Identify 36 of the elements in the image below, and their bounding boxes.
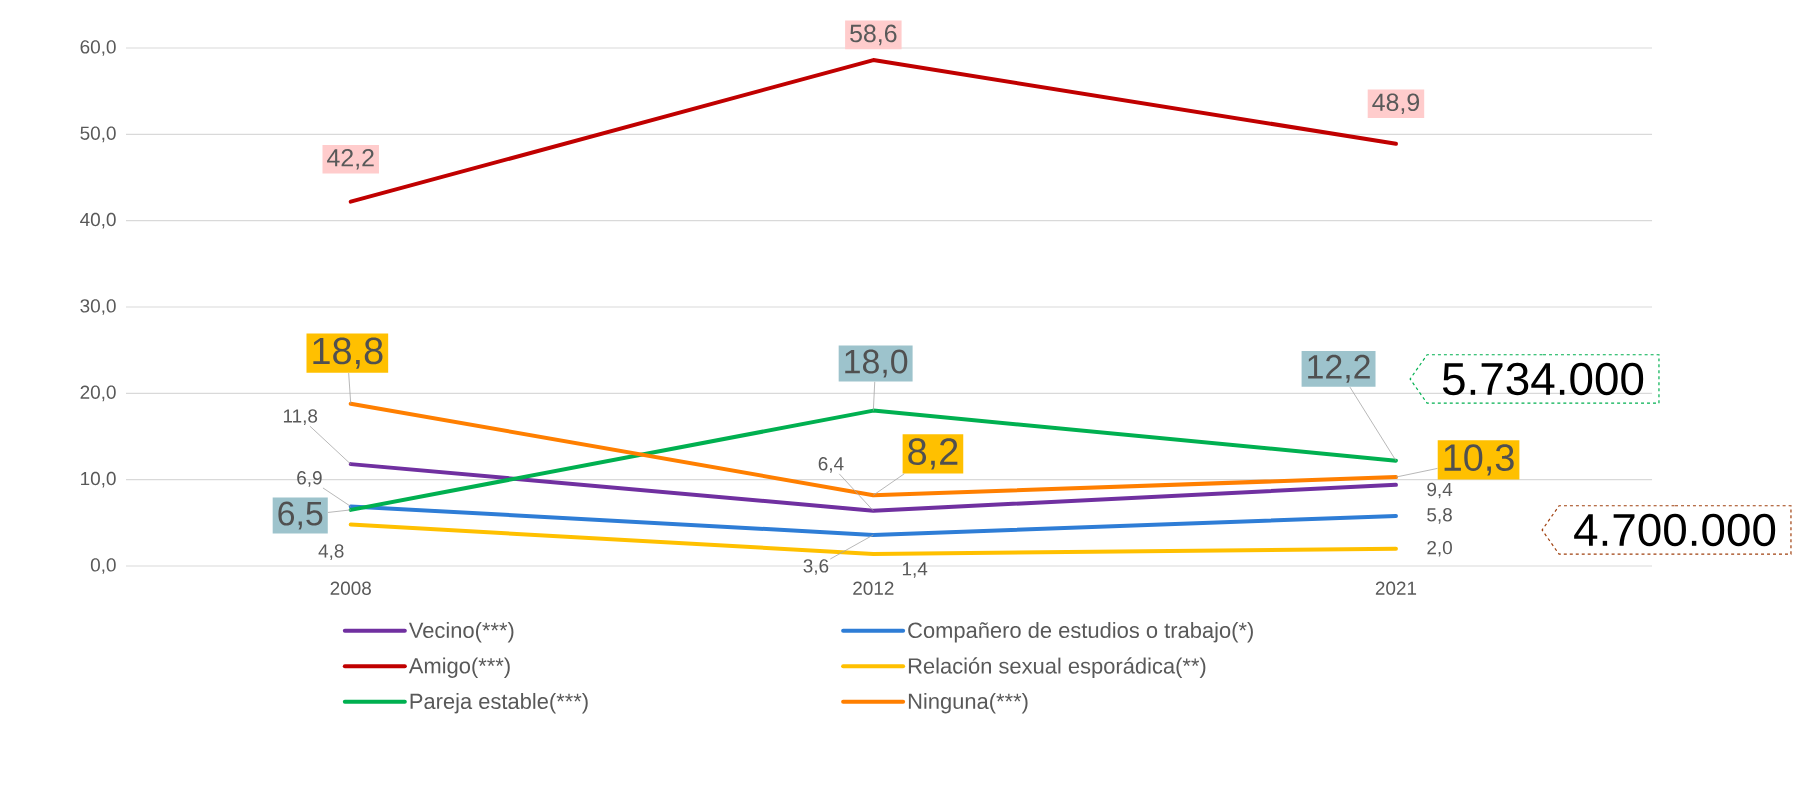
data-label: 3,6	[803, 559, 829, 575]
annotation: 4.700.000	[1574, 513, 1776, 547]
data-label: 5,8	[1427, 508, 1452, 524]
data-label: 6,5	[278, 501, 323, 530]
data-label: 18,8	[313, 337, 383, 369]
y-tick-label: 50,0	[80, 126, 116, 143]
data-label: 1,4	[902, 562, 928, 578]
data-label: 4,8	[318, 544, 344, 560]
legend-label: Ninguna(***)	[908, 692, 1028, 714]
legend-label: Vecino(***)	[408, 621, 514, 643]
data-label: 18,0	[845, 349, 908, 378]
data-label: 6,4	[818, 457, 844, 473]
y-tick-label: 0,0	[90, 558, 116, 574]
y-tick-label: 40,0	[80, 212, 116, 229]
annotation: 5.734.000	[1442, 362, 1644, 396]
data-label: 42,2	[327, 148, 374, 170]
data-label: 11,8	[283, 409, 318, 425]
data-label: 10,3	[1444, 444, 1514, 476]
legend-label: Relación sexual esporádica(**)	[908, 657, 1206, 679]
data-label: 8,2	[908, 438, 958, 470]
legend-label: Amigo(***)	[408, 657, 510, 678]
data-label: 2,0	[1427, 540, 1452, 557]
y-tick-label: 10,0	[81, 471, 116, 488]
y-tick-label: 20,0	[80, 385, 116, 402]
data-label: 48,9	[1372, 93, 1420, 115]
data-label: 9,4	[1427, 482, 1453, 499]
legend-label: Compañero de estudios o trabajo(*)	[908, 621, 1253, 643]
legend-label: Pareja estable(***)	[410, 692, 588, 714]
data-label: 6,9	[297, 471, 322, 487]
data-label: 12,2	[1308, 354, 1370, 383]
y-tick-label: 60,0	[80, 40, 116, 56]
y-tick-label: 30,0	[80, 299, 116, 315]
data-label: 58,6	[850, 24, 897, 46]
x-tick-label: 2012	[853, 581, 894, 595]
x-tick-label: 2008	[330, 581, 371, 595]
x-tick-label: 2021	[1375, 581, 1417, 595]
